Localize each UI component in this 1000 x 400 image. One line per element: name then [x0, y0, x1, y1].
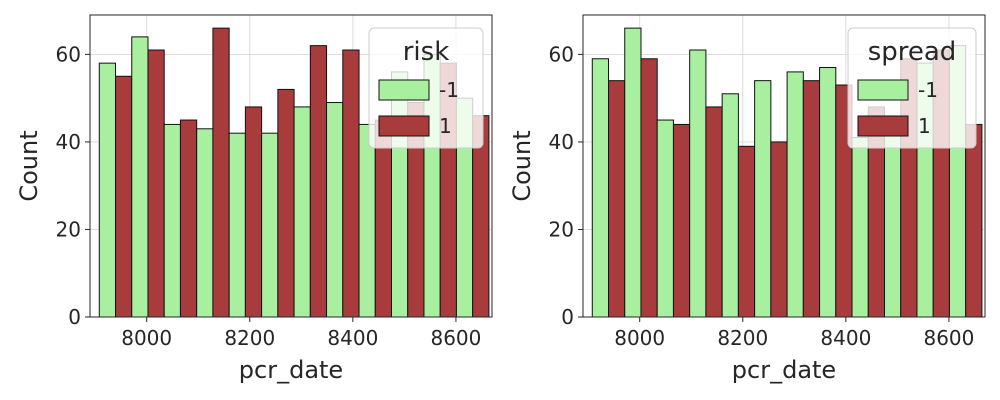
x-tick-label: 8000 — [614, 326, 665, 350]
bar-series-pos1-bin-3 — [672, 123, 691, 318]
chart-panel-1: 8000 8200 8400 8600 0 20 40 60 pcr_date Count risk… — [15, 14, 493, 384]
bar-series-pos1-bin-4 — [212, 27, 230, 318]
legend-title: risk — [403, 37, 450, 67]
bar-series-neg1-bin-6 — [754, 80, 772, 318]
legend-label: 1 — [439, 114, 452, 138]
bar-series-neg1-bin-3 — [656, 119, 674, 318]
x-tick-label: 8200 — [717, 326, 768, 350]
bar-series-neg1-bin-8 — [819, 67, 837, 318]
bar-series-pos1-bin-9 — [374, 119, 392, 318]
bar-series-neg1-bin-2 — [131, 36, 149, 318]
bar-series-pos1-bin-2 — [640, 58, 658, 318]
x-tick-label: 8400 — [820, 326, 871, 350]
bar-series-neg1-bin-3 — [163, 123, 181, 318]
plot-frame — [89, 14, 493, 318]
bar-series-pos1-bin-1 — [608, 80, 626, 318]
bar-series-neg1-bin-8 — [326, 102, 344, 318]
x-tick-label: 8200 — [224, 326, 275, 350]
legend-swatch — [378, 115, 430, 137]
bar-series-neg1-bin-1 — [591, 58, 610, 318]
bar-series-pos1-bin-4 — [705, 106, 723, 318]
bar-series-neg1-bin-7 — [786, 71, 804, 318]
legend-label: -1 — [918, 78, 938, 102]
y-tick-label: 0 — [68, 305, 81, 329]
chart-panel-2: 8000 8200 8400 8600 0 20 40 60 pcr_date Count spre… — [508, 14, 986, 384]
bar-series-neg1-bin-1 — [98, 62, 117, 318]
x-tick-label: 8400 — [327, 326, 378, 350]
y-tick-label: 40 — [549, 130, 574, 154]
legend: spread -1 1 — [847, 27, 977, 149]
y-tick-label: 0 — [561, 305, 574, 329]
legend-swatch — [378, 79, 430, 101]
y-tick-label: 60 — [56, 42, 81, 66]
bar-series-neg1-bin-4 — [689, 49, 707, 318]
y-axis-label: Count — [15, 130, 43, 201]
bar-series-pos1-bin-8 — [342, 49, 360, 318]
x-tick-label: 8600 — [923, 326, 974, 350]
bar-series-pos1-bin-1 — [115, 75, 133, 318]
bar-series-neg1-bin-5 — [228, 132, 246, 318]
bar-series-pos1-bin-6 — [770, 141, 788, 318]
bar-series-pos1-bin-12 — [965, 123, 983, 318]
legend-label: 1 — [918, 114, 931, 138]
bar-series-pos1-bin-5 — [244, 106, 263, 318]
bar-series-pos1-bin-7 — [802, 80, 821, 318]
legend-title: spread — [868, 37, 957, 67]
bar-series-pos1-bin-7 — [309, 45, 328, 318]
bar-series-neg1-bin-5 — [721, 93, 739, 318]
bar-series-neg1-bin-10 — [884, 123, 902, 318]
bar-series-neg1-bin-6 — [261, 132, 279, 318]
x-axis-label: pcr_date — [239, 356, 343, 384]
x-axis-label: pcr_date — [732, 356, 836, 384]
legend-swatch — [857, 115, 909, 137]
bar-series-pos1-bin-5 — [737, 145, 756, 318]
plot-frame — [582, 14, 986, 318]
y-tick-label: 20 — [56, 217, 81, 241]
bar-series-pos1-bin-3 — [179, 119, 198, 318]
bar-series-neg1-bin-7 — [293, 106, 311, 318]
x-tick-label: 8600 — [430, 326, 481, 350]
bar-series-neg1-bin-9 — [358, 123, 376, 318]
y-tick-label: 60 — [549, 42, 574, 66]
bar-series-pos1-bin-6 — [277, 88, 295, 318]
y-tick-label: 40 — [56, 130, 81, 154]
legend-swatch — [857, 79, 909, 101]
bar-series-neg1-bin-2 — [624, 27, 642, 318]
bar-series-neg1-bin-4 — [196, 128, 214, 318]
x-tick-label: 8000 — [121, 326, 172, 350]
legend: risk -1 1 — [368, 27, 484, 149]
y-axis-label: Count — [508, 130, 536, 201]
y-tick-label: 20 — [549, 217, 574, 241]
bar-series-neg1-bin-9 — [851, 137, 869, 318]
legend-label: -1 — [439, 78, 459, 102]
bar-series-pos1-bin-2 — [147, 49, 165, 318]
